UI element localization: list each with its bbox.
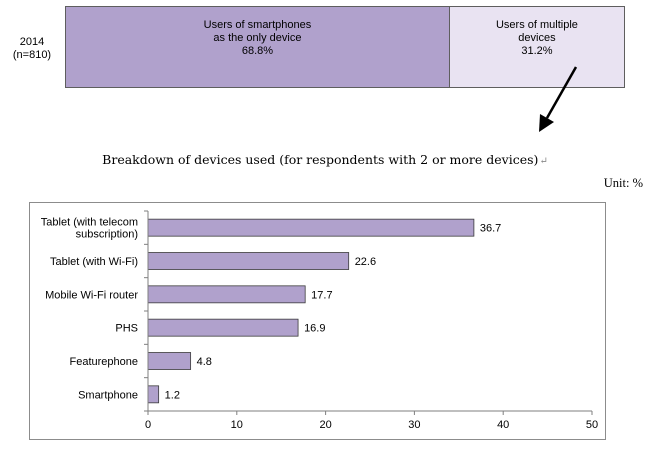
segment-only-device-label: Users of smartphones as the only device xyxy=(203,18,312,44)
bar-chart-svg: 36.7 Tablet (with telecom subscription) 22.… xyxy=(41,210,598,431)
bar-value-label: 36.7 xyxy=(480,223,501,235)
segment-only-device-value: 68.8% xyxy=(241,44,274,57)
category-label: Featurephone xyxy=(70,356,139,368)
bar-value-label: 16.9 xyxy=(304,323,325,335)
segment-multiple-devices: Users of multiple devices 31.2% xyxy=(449,7,624,87)
category-label: Mobile Wi-Fi router xyxy=(45,289,138,301)
category-label-line: subscription) xyxy=(76,229,138,241)
year-text: 2014 xyxy=(19,36,45,48)
bar xyxy=(147,385,160,404)
device-usage-stacked-bar: Users of smartphones as the only device … xyxy=(65,6,625,88)
unit-label: Unit: % xyxy=(603,176,643,190)
bar-value-label: 1.2 xyxy=(165,389,180,401)
category-label-line: Tablet (with Wi-Fi) xyxy=(50,256,138,268)
category-label-line: Featurephone xyxy=(70,356,139,368)
paragraph-mark-icon: ↵ xyxy=(539,156,548,167)
pointer-arrow-icon xyxy=(539,66,578,132)
category-label: PHS xyxy=(115,323,138,335)
breakdown-title-text: Breakdown of devices used (for responden… xyxy=(102,152,539,167)
category-label: Smartphone xyxy=(78,389,138,401)
bar xyxy=(147,252,350,270)
bar-value-label: 22.6 xyxy=(355,256,376,268)
category-label: Tablet (with Wi-Fi) xyxy=(50,256,138,268)
bar-value-label: 4.8 xyxy=(197,356,212,368)
x-tick-label: 10 xyxy=(231,419,243,431)
sample-size-text: (n=810) xyxy=(12,49,52,61)
x-tick-label: 40 xyxy=(497,419,509,431)
device-breakdown-chart: 36.7 Tablet (with telecom subscription) 22.… xyxy=(29,202,606,440)
category-label-line: Mobile Wi-Fi router xyxy=(45,289,138,301)
bar xyxy=(147,318,299,337)
segment-multiple-devices-label: Users of multiple devices xyxy=(495,18,578,44)
x-tick-label: 20 xyxy=(319,419,331,431)
breakdown-title: Breakdown of devices used (for responden… xyxy=(0,152,650,167)
category-label-line: PHS xyxy=(115,323,138,335)
bar xyxy=(147,285,306,304)
segment-only-device: Users of smartphones as the only device … xyxy=(66,7,450,87)
category-label-line: Tablet (with telecom xyxy=(41,217,138,229)
bar xyxy=(147,352,192,370)
category-label-line: Smartphone xyxy=(78,389,138,401)
year-label: 2014 (n=810) xyxy=(4,36,60,62)
bar-value-label: 17.7 xyxy=(311,289,332,301)
category-label: Tablet (with telecom subscription) xyxy=(41,217,138,241)
segment-multiple-devices-value: 31.2% xyxy=(521,44,553,57)
x-tick-label: 0 xyxy=(145,419,151,431)
x-tick-label: 30 xyxy=(408,419,420,431)
x-tick-label: 50 xyxy=(586,419,598,431)
bar xyxy=(147,218,475,237)
